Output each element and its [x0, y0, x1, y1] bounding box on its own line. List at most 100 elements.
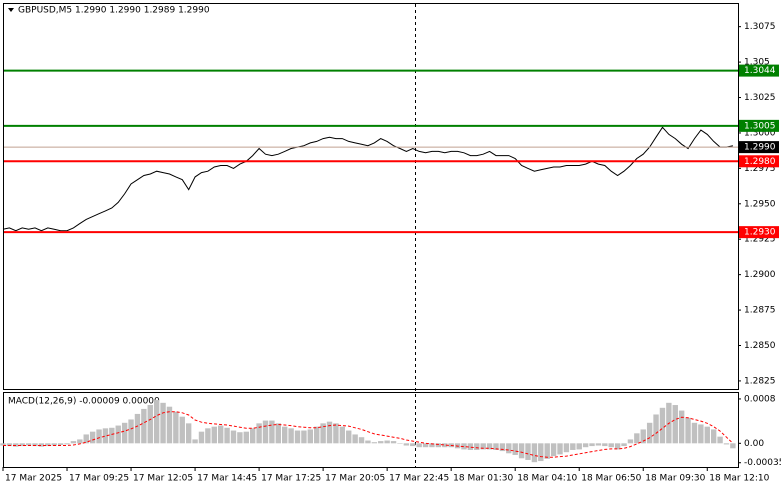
y-tick-label: 1.3000 [744, 128, 776, 138]
y-tick-label: 1.2825 [744, 376, 776, 386]
macd-bar [230, 430, 237, 444]
macd-bar [429, 443, 435, 448]
macd-bar [563, 443, 570, 453]
macd-bar [282, 426, 288, 444]
y-tick-label: -0.00035 [744, 458, 781, 468]
macd-bar [544, 443, 550, 459]
level-box [739, 64, 779, 77]
x-tick-label: 17 Mar 09:25 [69, 474, 129, 484]
macd-bar [83, 434, 89, 444]
macd-bar [550, 443, 557, 457]
x-tick-label: 18 Mar 01:30 [453, 474, 513, 484]
macd-bar [153, 400, 160, 444]
macd-bar [217, 425, 224, 444]
macd-bar [493, 443, 499, 450]
macd-bar [589, 443, 595, 447]
macd-bar [301, 430, 307, 444]
macd-bar [13, 443, 19, 447]
y-tick-label: 1.2875 [744, 306, 776, 316]
macd-bar [320, 423, 326, 444]
macd-bar [115, 425, 121, 444]
y-tick-label: 1.2925 [744, 235, 776, 245]
macd-bar [205, 428, 211, 444]
macd-bar [147, 405, 153, 444]
macd-bar [38, 443, 45, 447]
macd-bar [371, 442, 378, 444]
price-line [2, 126, 734, 232]
level-label: 1.2930 [744, 228, 776, 238]
macd-bar [275, 423, 282, 444]
macd-bar [646, 422, 653, 444]
macd-bar [51, 443, 57, 446]
macd-bar [134, 413, 141, 444]
y-tick-label: 1.305 [744, 58, 770, 68]
y-tick-label: 1.2850 [744, 341, 776, 351]
macd-pane [3, 392, 739, 468]
x-tick-label: 17 Mar 22:45 [389, 474, 449, 484]
macd-bar [333, 423, 339, 444]
macd-bar [96, 429, 102, 444]
macd-bar [237, 432, 243, 444]
x-tick-label: 17 Mar 2025 [5, 474, 62, 484]
level-label: 1.2990 [744, 143, 776, 153]
macd-bar [269, 420, 275, 444]
signal-line [3, 411, 734, 458]
macd-bar [723, 443, 730, 445]
macd-bar [179, 416, 185, 444]
macd-bar [64, 443, 70, 445]
level-box [739, 119, 779, 132]
level-box [739, 226, 779, 239]
y-tick-label: 1.2900 [744, 270, 776, 280]
macd-bar [595, 443, 602, 446]
level-label: 1.3044 [744, 66, 776, 76]
level-label: 1.2980 [744, 157, 776, 167]
macd-bar [582, 443, 589, 448]
macd-bar [173, 411, 179, 444]
macd-bar [442, 443, 448, 448]
macd-bar [621, 443, 627, 447]
macd-bar [730, 443, 736, 449]
macd-bar [608, 443, 614, 448]
x-tick-label: 18 Mar 04:10 [517, 474, 577, 484]
macd-bar [698, 424, 704, 444]
macd-bar [557, 443, 563, 455]
macd-bar [346, 430, 352, 444]
macd-bar [6, 443, 13, 447]
macd-title: MACD(12,26,9) -0.00009 0.00000 [8, 397, 160, 407]
macd-bar [307, 429, 314, 444]
macd-bar [121, 422, 128, 444]
macd-bar [256, 423, 262, 444]
x-tick-label: 18 Mar 09:30 [645, 474, 705, 484]
level-box [739, 141, 779, 154]
macd-bar [25, 443, 32, 446]
macd-bar [422, 443, 429, 448]
macd-bar [538, 443, 544, 462]
macd-bar [288, 428, 294, 444]
macd-bar [474, 443, 480, 450]
macd-bar [416, 443, 422, 448]
macd-bar [614, 443, 621, 450]
macd-bar [390, 441, 397, 444]
macd-bar [365, 440, 371, 444]
macd-bar [0, 443, 6, 446]
macd-bar [102, 428, 109, 444]
macd-bar [378, 441, 384, 444]
y-tick-label: 1.2950 [744, 199, 776, 209]
menu-arrow [8, 8, 14, 12]
macd-bar [198, 431, 205, 444]
macd-bar [576, 443, 582, 450]
macd-bar [339, 426, 346, 444]
macd-bar [397, 443, 403, 444]
macd-bar [70, 441, 77, 444]
macd-bar [358, 437, 365, 444]
x-tick-label: 17 Mar 12:05 [133, 474, 193, 484]
macd-bar [653, 414, 659, 444]
macd-bar [685, 417, 691, 444]
macd-bar [294, 430, 301, 444]
macd-bar [525, 443, 531, 460]
macd-bar [45, 443, 51, 447]
x-tick-label: 18 Mar 06:50 [581, 474, 641, 484]
macd-bar [352, 434, 358, 444]
macd-bar [141, 408, 147, 444]
